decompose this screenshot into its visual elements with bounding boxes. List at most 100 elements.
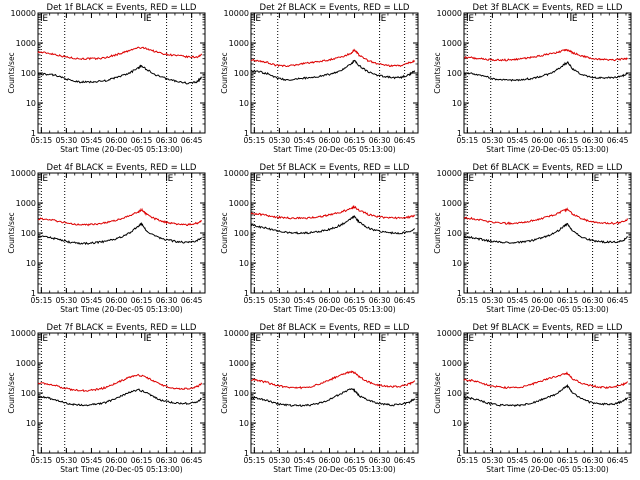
y-tick-label: 1 — [244, 129, 249, 138]
x-axis-label: Start Time (20-Dec-05 05:13:00) — [273, 465, 395, 474]
x-tick-label: 06:45 — [181, 456, 203, 465]
events-series-line — [250, 59, 416, 82]
x-tick-label: 05:15 — [457, 456, 479, 465]
chart-title: Det 7f BLACK = Events, RED = LLD — [47, 323, 197, 333]
marker-label: E — [255, 334, 261, 344]
y-tick-label: 1000 — [16, 359, 36, 368]
x-tick-label: 06:45 — [394, 456, 416, 465]
y-tick-label: 10 — [239, 259, 249, 268]
y-tick-label: 100 — [447, 389, 462, 398]
y-tick-label: 1000 — [16, 39, 36, 48]
events-series-line — [463, 222, 628, 244]
y-tick-label: 10000 — [224, 169, 249, 178]
events-series-line — [37, 221, 203, 246]
y-tick-label: 100 — [234, 69, 249, 78]
x-tick-label: 06:45 — [607, 296, 629, 305]
events-series-line — [463, 61, 629, 82]
events-series-line — [37, 388, 202, 407]
plot-frame — [37, 172, 206, 294]
y-axis-label: Counts/sec — [7, 372, 16, 413]
y-tick-label: 1 — [457, 449, 462, 458]
plot-frame — [463, 12, 632, 134]
x-axis-label: Start Time (20-Dec-05 05:13:00) — [60, 465, 182, 474]
x-tick-label: 05:45 — [81, 136, 103, 145]
x-tick-label: 06:45 — [394, 136, 416, 145]
y-tick-label: 1 — [31, 449, 36, 458]
x-tick-label: 06:15 — [344, 456, 366, 465]
lld-series-line — [37, 46, 203, 61]
x-axis-label: Start Time (20-Dec-05 05:13:00) — [486, 145, 608, 154]
marker-label: E — [42, 14, 48, 24]
x-tick-label: 06:00 — [319, 456, 341, 465]
x-tick-label: 06:30 — [369, 136, 391, 145]
marker-label: E — [146, 334, 152, 344]
x-tick-label: 05:15 — [457, 136, 479, 145]
y-tick-label: 1000 — [442, 359, 462, 368]
marker-label: E — [572, 14, 578, 24]
y-tick-label: 1 — [244, 449, 249, 458]
x-tick-label: 05:15 — [244, 456, 266, 465]
y-tick-label: 10000 — [11, 329, 36, 338]
chart-title: Det 4f BLACK = Events, RED = LLD — [47, 163, 197, 173]
x-tick-label: 06:15 — [131, 136, 153, 145]
chart-panel: Det 7f BLACK = Events, RED = LLD 1 10 100 10… — [7, 323, 206, 474]
chart-panel: Det 6f BLACK = Events, RED = LLD 1 10 100 10… — [433, 163, 632, 314]
chart-panel: Det 3f BLACK = Events, RED = LLD 1 10 100 10… — [433, 3, 632, 154]
x-tick-label: 05:45 — [507, 456, 529, 465]
chart-title: Det 9f BLACK = Events, RED = LLD — [473, 323, 623, 333]
y-tick-label: 1000 — [442, 199, 462, 208]
y-axis-label: Counts/sec — [7, 212, 16, 253]
y-axis-label: Counts/sec — [433, 372, 442, 413]
chart-title: Det 8f BLACK = Events, RED = LLD — [260, 323, 410, 333]
x-tick-label: 06:45 — [181, 296, 203, 305]
marker-label: E — [42, 174, 48, 184]
y-tick-label: 100 — [234, 389, 249, 398]
plot-frame — [37, 332, 206, 454]
marker-label: E — [381, 174, 387, 184]
y-tick-label: 10 — [239, 419, 249, 428]
marker-label: E — [255, 14, 261, 24]
lld-series-line — [37, 373, 203, 393]
y-tick-label: 10000 — [437, 169, 462, 178]
marker-label: E — [468, 334, 474, 344]
x-tick-label: 06:15 — [344, 296, 366, 305]
x-tick-label: 05:45 — [294, 296, 316, 305]
events-series-line — [250, 215, 415, 235]
x-axis-label: Start Time (20-Dec-05 05:13:00) — [486, 465, 608, 474]
x-tick-label: 06:00 — [106, 456, 128, 465]
events-series-line — [250, 388, 416, 407]
y-tick-label: 1 — [457, 129, 462, 138]
x-tick-label: 05:15 — [31, 296, 53, 305]
y-tick-label: 100 — [21, 69, 36, 78]
x-tick-label: 05:45 — [81, 456, 103, 465]
y-tick-label: 10 — [452, 259, 462, 268]
lld-series-line — [463, 371, 629, 390]
lld-series-line — [250, 370, 416, 390]
lld-series-line — [250, 204, 416, 220]
y-tick-label: 10000 — [437, 329, 462, 338]
x-axis-label: Start Time (20-Dec-05 05:13:00) — [60, 145, 182, 154]
y-tick-label: 10 — [26, 259, 36, 268]
y-tick-label: 10000 — [11, 169, 36, 178]
chart-panel: Det 8f BLACK = Events, RED = LLD 1 10 100 10… — [220, 323, 419, 474]
y-tick-label: 1 — [31, 289, 36, 298]
x-tick-label: 05:15 — [31, 136, 53, 145]
chart-panel: Det 9f BLACK = Events, RED = LLD 1 10 100 10… — [433, 323, 632, 474]
chart-title: Det 5f BLACK = Events, RED = LLD — [260, 163, 410, 173]
x-tick-label: 06:30 — [156, 296, 178, 305]
chart-title: Det 3f BLACK = Events, RED = LLD — [473, 3, 623, 13]
x-tick-label: 05:30 — [56, 296, 78, 305]
lld-series-line — [250, 48, 416, 68]
marker-label: E — [594, 174, 600, 184]
y-tick-label: 100 — [234, 229, 249, 238]
x-tick-label: 06:00 — [106, 296, 128, 305]
marker-label: E — [168, 174, 174, 184]
x-tick-label: 05:30 — [269, 456, 291, 465]
y-tick-label: 10000 — [224, 329, 249, 338]
y-tick-label: 10 — [26, 99, 36, 108]
x-tick-label: 05:45 — [507, 136, 529, 145]
x-axis-label: Start Time (20-Dec-05 05:13:00) — [273, 145, 395, 154]
x-tick-label: 05:45 — [294, 456, 316, 465]
y-tick-label: 10000 — [11, 9, 36, 18]
x-tick-label: 06:15 — [131, 296, 153, 305]
